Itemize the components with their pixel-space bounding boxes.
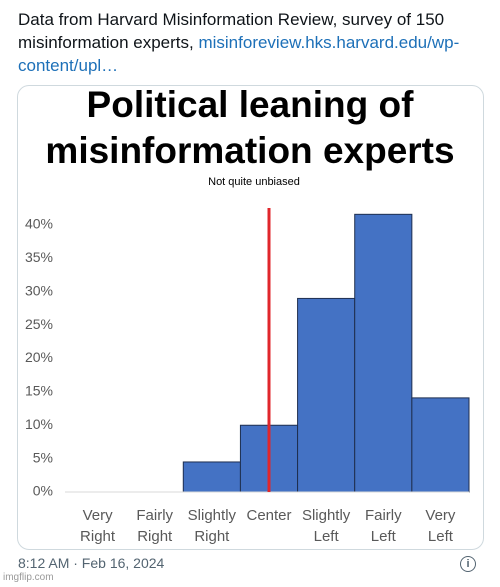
y-tick-label: 30%	[25, 282, 53, 298]
chart-title: Political leaning of	[87, 86, 415, 125]
watermark: imgflip.com	[3, 572, 54, 583]
x-tick-label: Fairly Left	[365, 507, 402, 545]
y-tick-label: 20%	[25, 349, 53, 365]
y-tick-label: 10%	[25, 416, 53, 432]
y-tick-label: 5%	[33, 449, 53, 465]
y-tick-label: 25%	[25, 316, 53, 332]
x-tick-label: Fairly Right	[136, 507, 173, 545]
bar	[411, 397, 470, 493]
x-tick-label: Slightly Left	[302, 507, 351, 545]
y-tick-label: 40%	[25, 216, 53, 232]
chart: Political leaning of misinformation exper…	[25, 86, 470, 545]
x-tick-label: Center	[246, 507, 291, 524]
post-body: Data from Harvard Misinformation Review,…	[18, 10, 445, 52]
chart-card[interactable]: Political leaning of misinformation exper…	[17, 85, 484, 550]
x-tick-label: Slightly Right	[188, 507, 237, 545]
y-tick-label: 15%	[25, 383, 53, 399]
bar	[354, 213, 413, 493]
timestamp: 8:12 AM · Feb 16, 2024	[18, 555, 165, 571]
bar	[182, 461, 241, 493]
y-tick-label: 0%	[33, 483, 53, 499]
y-tick-label: 35%	[25, 249, 53, 265]
x-tick-label: Very Left	[425, 507, 456, 545]
info-icon[interactable]: i	[460, 556, 476, 572]
x-tick-label: Very Right	[80, 507, 116, 545]
bar	[297, 297, 356, 493]
post-link[interactable]: misinforeview.hks.harvard.edu/wp-content…	[18, 33, 460, 75]
chart-subtitle: Not quite unbiased	[208, 176, 300, 188]
chart-title: misinformation experts	[45, 130, 454, 171]
post-text: Data from Harvard Misinformation Review,…	[18, 8, 486, 77]
